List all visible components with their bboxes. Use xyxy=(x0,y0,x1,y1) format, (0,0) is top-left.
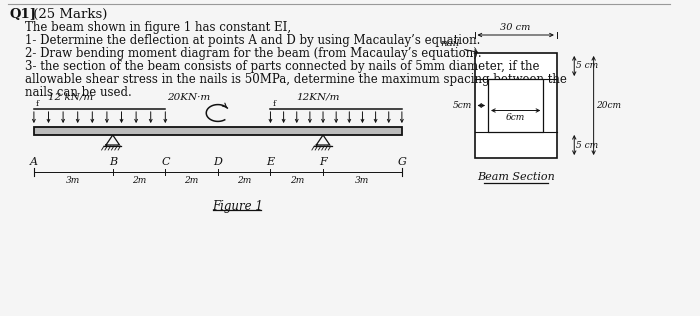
Text: The beam shown in figure 1 has constant EI,: The beam shown in figure 1 has constant … xyxy=(10,21,290,34)
Text: f: f xyxy=(272,100,276,108)
Text: 5 cm: 5 cm xyxy=(576,62,598,70)
Text: 2m: 2m xyxy=(237,176,251,185)
Text: 20KN·m: 20KN·m xyxy=(167,93,211,102)
Bar xyxy=(488,79,543,132)
Text: 2m: 2m xyxy=(290,176,304,185)
Text: nails can be used.: nails can be used. xyxy=(10,86,132,99)
Bar xyxy=(34,127,402,135)
Text: Q1]: Q1] xyxy=(10,8,36,21)
Text: nail: nail xyxy=(440,39,460,48)
Text: (25 Marks): (25 Marks) xyxy=(29,8,107,21)
Text: A: A xyxy=(30,157,38,167)
Text: 2- Draw bending moment diagram for the beam (from Macaulay’s equation).: 2- Draw bending moment diagram for the b… xyxy=(10,47,482,60)
Text: G: G xyxy=(398,157,406,167)
Text: 5 cm: 5 cm xyxy=(576,141,598,149)
Text: 6cm: 6cm xyxy=(506,113,525,123)
Text: 30 cm: 30 cm xyxy=(500,23,531,32)
Text: F: F xyxy=(319,157,327,167)
Text: Beam Section: Beam Section xyxy=(477,172,554,182)
Text: 3m: 3m xyxy=(66,176,80,185)
Text: E: E xyxy=(267,157,274,167)
Text: 2m: 2m xyxy=(132,176,146,185)
Text: 12 kN/m: 12 kN/m xyxy=(48,93,94,102)
Text: C: C xyxy=(161,157,169,167)
Text: f: f xyxy=(36,100,39,108)
Text: B: B xyxy=(108,157,117,167)
Text: D: D xyxy=(214,157,223,167)
Text: 12KN/m: 12KN/m xyxy=(296,93,340,102)
Text: 3- the section of the beam consists of parts connected by nails of 5mm diameter,: 3- the section of the beam consists of p… xyxy=(10,60,539,73)
Text: 3m: 3m xyxy=(356,176,370,185)
Text: Figure 1: Figure 1 xyxy=(212,200,262,213)
Text: allowable shear stress in the nails is 50MPa, determine the maximum spacing betw: allowable shear stress in the nails is 5… xyxy=(10,73,566,86)
Bar xyxy=(475,53,556,158)
Text: 2m: 2m xyxy=(185,176,199,185)
Text: 1- Determine the deflection at points A and D by using Macaulay’s equation.: 1- Determine the deflection at points A … xyxy=(10,34,480,47)
Text: 5cm: 5cm xyxy=(452,101,472,110)
Text: 20cm: 20cm xyxy=(596,101,621,110)
